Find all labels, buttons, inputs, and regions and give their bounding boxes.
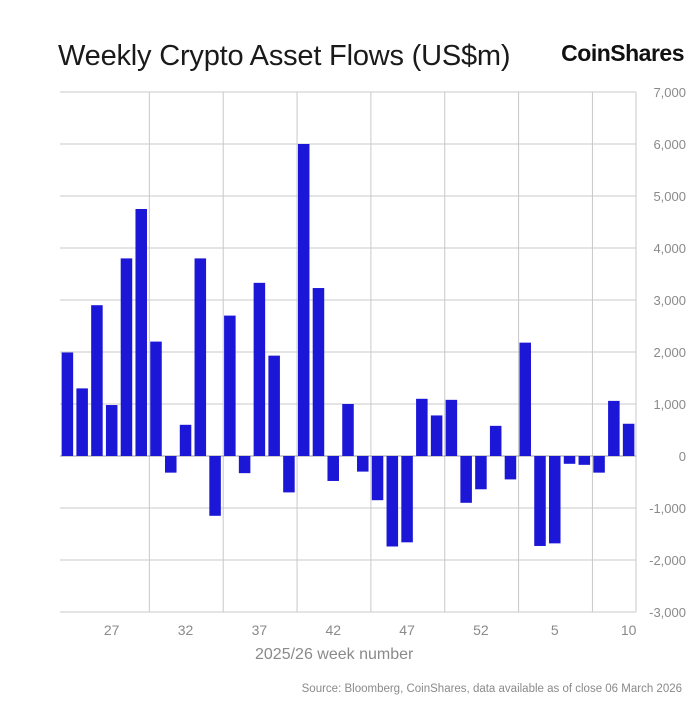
bar-week-7 bbox=[578, 456, 591, 465]
y-tick-label: 0 bbox=[679, 449, 686, 464]
bar-week-25 bbox=[76, 388, 88, 456]
y-tick-label: 5,000 bbox=[653, 189, 686, 204]
bar-week-52 bbox=[475, 456, 487, 490]
bar-week-48 bbox=[416, 398, 428, 456]
x-tick-label: 37 bbox=[252, 622, 268, 638]
y-tick-label: 1,000 bbox=[653, 397, 686, 412]
bar-week-47 bbox=[401, 456, 413, 543]
x-tick-label: 42 bbox=[325, 622, 341, 638]
bar-week-28 bbox=[120, 258, 133, 456]
bar-week-41 bbox=[312, 288, 325, 456]
chart-title: Weekly Crypto Asset Flows (US$m) bbox=[58, 40, 511, 72]
bar-week-44 bbox=[357, 456, 369, 472]
bar-week-6 bbox=[563, 456, 576, 464]
y-tick-label: -1,000 bbox=[649, 501, 686, 516]
bar-week-30 bbox=[150, 341, 162, 456]
x-tick-label: 27 bbox=[104, 622, 120, 638]
bar-week-39 bbox=[283, 456, 295, 493]
x-tick-label: 32 bbox=[178, 622, 194, 638]
bar-week-32 bbox=[179, 424, 192, 456]
bar-week-24 bbox=[61, 352, 74, 456]
bar-week-42 bbox=[327, 456, 339, 481]
bar-week-4 bbox=[534, 456, 546, 546]
bar-week-35 bbox=[224, 315, 236, 456]
bar-chart: 7,000 6,000 5,000 4,000 3,000 2,000 1,000 0 -1,0… bbox=[60, 85, 686, 638]
y-tick-label: 7,000 bbox=[653, 85, 686, 100]
y-tick-label: 6,000 bbox=[653, 137, 686, 152]
bar-week-49 bbox=[430, 415, 443, 456]
bar-week-45 bbox=[371, 456, 384, 501]
y-tick-label: -3,000 bbox=[649, 605, 686, 620]
bar-week-38 bbox=[268, 355, 280, 456]
y-tick-label: 2,000 bbox=[653, 345, 686, 360]
bar-week-33 bbox=[194, 258, 207, 456]
bar-week-50 bbox=[445, 399, 458, 456]
y-tick-label: 3,000 bbox=[653, 293, 686, 308]
source-note: Source: Bloomberg, CoinShares, data avai… bbox=[301, 683, 682, 695]
bar-week-8 bbox=[593, 456, 605, 473]
bar-week-29 bbox=[135, 209, 147, 456]
x-tick-label: 47 bbox=[399, 622, 415, 638]
bar-week-51 bbox=[460, 456, 472, 503]
brand-logo: CoinShares bbox=[561, 40, 684, 66]
bar-week-31 bbox=[165, 456, 177, 473]
x-tick-label: 5 bbox=[551, 622, 559, 638]
x-tick-label: 10 bbox=[621, 622, 637, 638]
y-tick-label: -2,000 bbox=[649, 553, 686, 568]
bar-week-46 bbox=[386, 456, 399, 547]
bar-week-43 bbox=[342, 404, 354, 456]
x-tick-label: 52 bbox=[473, 622, 489, 638]
bar-week-26 bbox=[91, 305, 103, 456]
y-tick-label: 4,000 bbox=[653, 241, 686, 256]
x-axis-label: 2025/26 week number bbox=[255, 646, 414, 663]
bar-week-5 bbox=[549, 456, 561, 544]
bar-week-36 bbox=[238, 456, 251, 474]
bar-week-34 bbox=[209, 456, 221, 516]
bar-week-9 bbox=[608, 400, 620, 456]
bar-week-3 bbox=[519, 342, 531, 456]
bar-week-10 bbox=[622, 423, 635, 456]
bar-week-1 bbox=[489, 425, 502, 456]
bar-week-27 bbox=[105, 405, 118, 456]
bar-week-2 bbox=[504, 456, 517, 480]
bar-week-37 bbox=[253, 282, 266, 456]
bar-week-40 bbox=[297, 144, 310, 456]
